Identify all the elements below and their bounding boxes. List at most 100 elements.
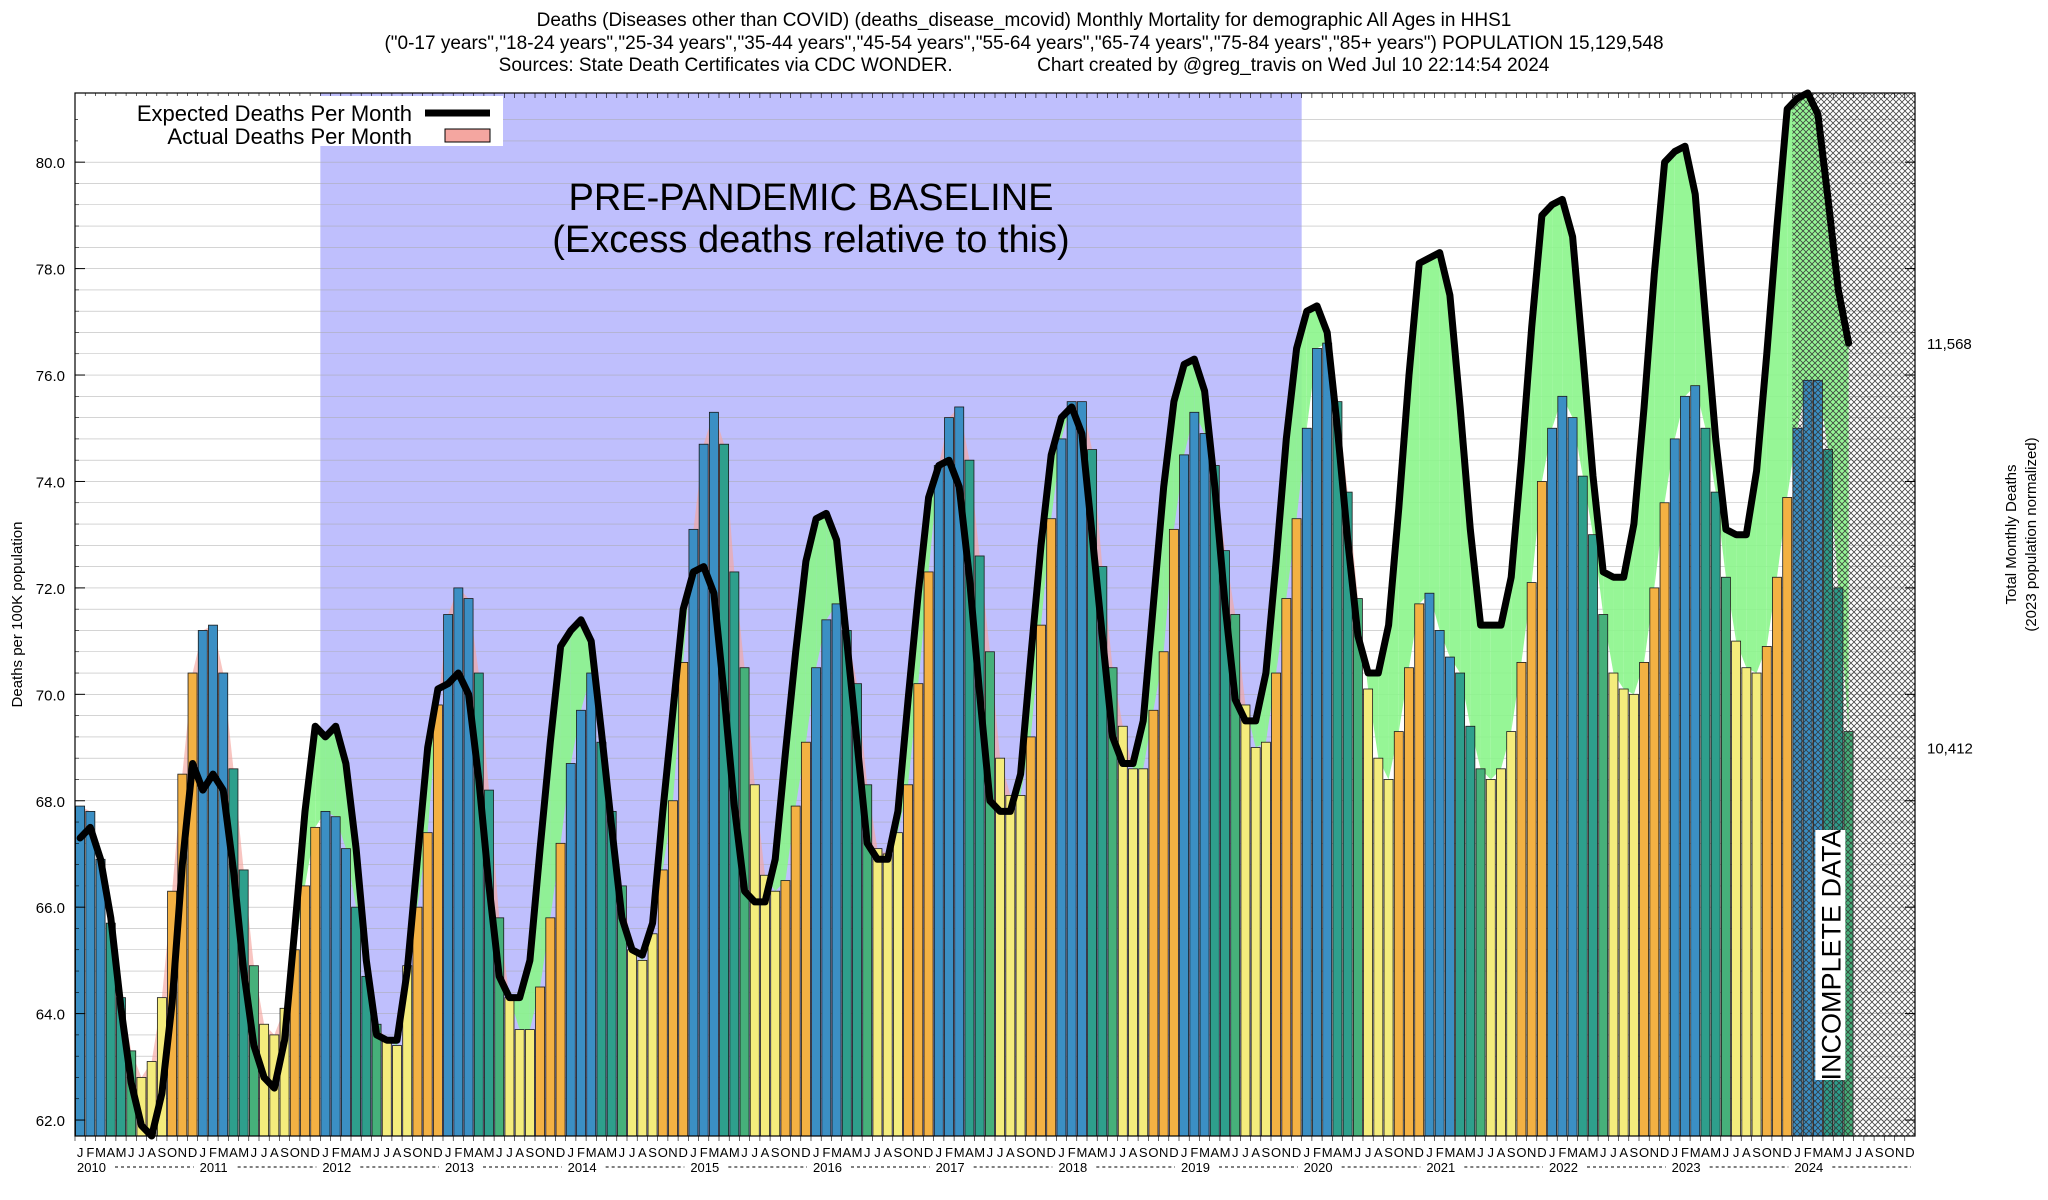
bar-month bbox=[1496, 768, 1506, 1137]
x-month-label: M bbox=[831, 1145, 842, 1160]
x-month-label: A bbox=[1824, 1145, 1833, 1160]
x-month-label: A bbox=[638, 1145, 647, 1160]
x-month-label: D bbox=[1660, 1145, 1669, 1160]
bar-month bbox=[1690, 385, 1701, 1137]
x-month-label: J bbox=[1856, 1145, 1863, 1160]
deficit-fill bbox=[1644, 273, 1655, 663]
deficit-fill bbox=[560, 630, 571, 844]
x-month-label: O bbox=[290, 1145, 300, 1160]
bar-month bbox=[85, 810, 96, 1137]
bar-month bbox=[1148, 709, 1159, 1137]
bar-month bbox=[647, 933, 658, 1137]
x-month-label: S bbox=[403, 1145, 412, 1160]
bar-month bbox=[627, 949, 638, 1137]
deficit-fill bbox=[1674, 146, 1685, 439]
bar-month bbox=[678, 661, 689, 1137]
bar-month bbox=[432, 704, 443, 1137]
x-month-label: N bbox=[1036, 1145, 1045, 1160]
x-month-label: O bbox=[903, 1145, 913, 1160]
x-month-label: M bbox=[361, 1145, 372, 1160]
chart-title-line-3: Sources: State Death Certificates via CD… bbox=[498, 55, 1550, 76]
x-month-label: S bbox=[158, 1145, 167, 1160]
bar-month bbox=[1598, 614, 1609, 1137]
bar-month bbox=[1281, 598, 1292, 1137]
bar-month bbox=[1414, 603, 1425, 1137]
deficit-fill bbox=[1480, 625, 1491, 780]
bar-month bbox=[821, 619, 832, 1137]
x-month-label: F bbox=[332, 1145, 340, 1160]
x-month-label: J bbox=[1477, 1145, 1484, 1160]
bar-month bbox=[300, 885, 310, 1137]
x-month-label: A bbox=[352, 1145, 361, 1160]
bar-month bbox=[330, 816, 341, 1137]
bar-month bbox=[1332, 401, 1343, 1137]
bar-month bbox=[800, 741, 811, 1137]
deficit-fill bbox=[1490, 625, 1501, 780]
x-month-label: A bbox=[106, 1145, 115, 1160]
x-month-label: J bbox=[619, 1145, 626, 1160]
y-tick-label: 74.0 bbox=[36, 474, 65, 491]
x-month-label: O bbox=[658, 1145, 668, 1160]
bar-month bbox=[913, 683, 924, 1137]
y-axis-title: Deaths per 100K population bbox=[9, 522, 26, 708]
x-year-label: 2013 bbox=[445, 1160, 474, 1175]
x-month-label: D bbox=[801, 1145, 810, 1160]
bar-month bbox=[1516, 661, 1527, 1137]
legend-swatch-actual bbox=[444, 128, 491, 143]
bar-month bbox=[1189, 411, 1200, 1137]
x-month-label: A bbox=[1742, 1145, 1751, 1160]
x-month-label: M bbox=[1220, 1145, 1231, 1160]
x-month-label: F bbox=[1681, 1145, 1689, 1160]
bar-month bbox=[1700, 427, 1711, 1137]
x-month-label: J bbox=[1845, 1145, 1852, 1160]
x-month-label: A bbox=[147, 1145, 156, 1160]
bar-month bbox=[1117, 725, 1128, 1137]
x-month-label: N bbox=[1527, 1145, 1536, 1160]
x-month-label: A bbox=[597, 1145, 606, 1160]
x-month-label: M bbox=[238, 1145, 249, 1160]
x-month-label: M bbox=[954, 1145, 965, 1160]
x-month-label: J bbox=[690, 1145, 697, 1160]
x-month-label: N bbox=[300, 1145, 309, 1160]
deficit-fill bbox=[1552, 199, 1563, 429]
x-year-label: 2015 bbox=[690, 1160, 719, 1175]
y-tick-label: 72.0 bbox=[36, 581, 65, 598]
x-month-label: J bbox=[1109, 1145, 1116, 1160]
x-month-label: J bbox=[251, 1145, 258, 1160]
x-month-label: M bbox=[1567, 1145, 1578, 1160]
bar-month bbox=[412, 906, 423, 1137]
x-month-label: A bbox=[1251, 1145, 1260, 1160]
bar-month bbox=[688, 528, 699, 1137]
y-tick-label: 68.0 bbox=[36, 794, 65, 811]
x-month-label: D bbox=[556, 1145, 565, 1160]
x-month-label: J bbox=[1794, 1145, 1801, 1160]
bar-month bbox=[1352, 598, 1363, 1137]
y-tick-label: 80.0 bbox=[36, 155, 65, 172]
x-month-label: F bbox=[1068, 1145, 1076, 1160]
x-month-label: M bbox=[1342, 1145, 1353, 1160]
bar-month bbox=[1526, 582, 1537, 1137]
bar-month bbox=[422, 832, 433, 1137]
x-month-label: D bbox=[1905, 1145, 1914, 1160]
x-month-label: M bbox=[1710, 1145, 1721, 1160]
deficit-fill bbox=[1633, 406, 1645, 695]
x-year-label: 2011 bbox=[200, 1160, 228, 1175]
deficit-fill bbox=[509, 997, 520, 1030]
y2-axis-subtitle: (2023 population normalized) bbox=[2023, 437, 2040, 631]
x-year-label: 2016 bbox=[813, 1160, 842, 1175]
deficit-fill bbox=[1541, 204, 1553, 482]
bar-month bbox=[95, 858, 106, 1137]
x-month-label: O bbox=[1148, 1145, 1158, 1160]
deficit-fill bbox=[1470, 529, 1481, 769]
bar-month bbox=[1434, 630, 1445, 1137]
bar-month bbox=[933, 465, 944, 1137]
x-month-label: A bbox=[720, 1145, 729, 1160]
x-month-label: F bbox=[577, 1145, 585, 1160]
x-month-label: A bbox=[1619, 1145, 1628, 1160]
x-month-label: A bbox=[1578, 1145, 1587, 1160]
bar-month bbox=[1240, 704, 1251, 1137]
x-month-label: M bbox=[586, 1145, 597, 1160]
x-month-label: N bbox=[1282, 1145, 1291, 1160]
x-month-label: M bbox=[1588, 1145, 1599, 1160]
bar-month bbox=[208, 624, 218, 1137]
